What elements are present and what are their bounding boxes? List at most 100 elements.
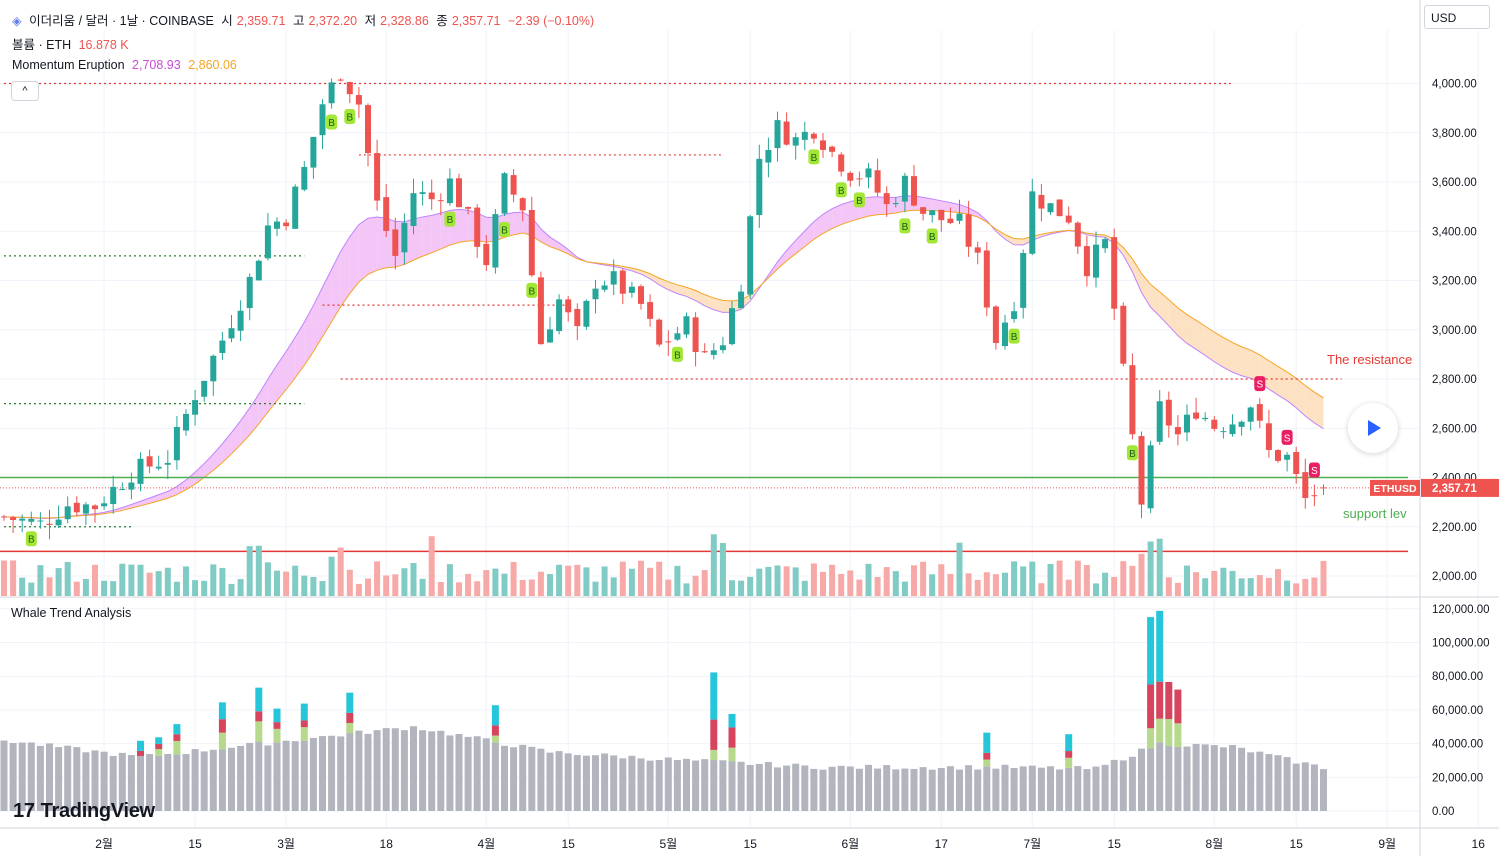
candle-body bbox=[173, 426, 180, 461]
whale-base-bar bbox=[1238, 747, 1246, 811]
candle-body bbox=[64, 506, 71, 520]
whale-green-bar bbox=[218, 732, 226, 750]
whale-base-bar bbox=[992, 768, 1000, 811]
price-tick-label: 2,600.00 bbox=[1432, 423, 1477, 435]
collapse-legend-button[interactable]: ^ bbox=[11, 81, 39, 101]
currency-selector[interactable]: USD bbox=[1424, 5, 1490, 29]
whale-base-bar bbox=[1074, 766, 1082, 811]
cloud-segment bbox=[650, 273, 660, 285]
cloud-segment bbox=[631, 268, 641, 275]
whale-base-bar bbox=[946, 766, 954, 811]
candle-body bbox=[246, 276, 253, 309]
whale-red-bar bbox=[137, 750, 144, 756]
candle-body bbox=[765, 149, 772, 163]
whale-base-bar bbox=[437, 730, 445, 811]
volume-bar bbox=[829, 564, 836, 596]
candle-body bbox=[346, 82, 353, 95]
cloud-segment bbox=[313, 287, 323, 352]
candle-body bbox=[483, 243, 490, 266]
whale-base-bar bbox=[118, 752, 126, 811]
whale-blue-bar bbox=[346, 692, 354, 713]
whale-base-bar bbox=[410, 726, 417, 811]
cloud-segment bbox=[222, 432, 232, 463]
candle-body bbox=[301, 166, 308, 190]
price-tick-label: 2,800.00 bbox=[1432, 374, 1477, 386]
whale-base-bar bbox=[501, 745, 508, 811]
time-tick-label: 4월 bbox=[477, 837, 495, 851]
volume-legend[interactable]: 볼륨 · ETH 16.878 K bbox=[12, 34, 133, 53]
volume-bar bbox=[583, 567, 590, 596]
whale-pane-title[interactable]: Whale Trend Analysis bbox=[11, 606, 132, 620]
volume-bar bbox=[774, 565, 781, 596]
whale-base-bar bbox=[755, 763, 763, 811]
cloud-segment bbox=[422, 215, 432, 257]
whale-base-bar bbox=[1247, 752, 1255, 811]
indicator-legend[interactable]: Momentum Eruption 2,708.93 2,860.06 bbox=[12, 58, 241, 72]
candle-body bbox=[583, 300, 590, 327]
whale-base-bar bbox=[601, 753, 609, 811]
volume-bar bbox=[1202, 578, 1209, 596]
whale-blue-bar bbox=[137, 740, 144, 751]
buy-signal-label: B bbox=[447, 215, 454, 226]
cloud-segment bbox=[841, 201, 851, 225]
candle-body bbox=[537, 277, 544, 345]
volume-bar bbox=[483, 570, 490, 596]
candle-body bbox=[674, 333, 681, 340]
whale-base-bar bbox=[956, 769, 963, 811]
whale-red-bar bbox=[710, 719, 718, 750]
volume-bar bbox=[1302, 578, 1309, 596]
candle-body bbox=[974, 247, 981, 253]
replay-button[interactable] bbox=[1348, 403, 1398, 453]
time-tick-label: 9월 bbox=[1378, 837, 1396, 851]
candle-body bbox=[1265, 423, 1272, 450]
candle-body bbox=[1184, 414, 1190, 433]
whale-base-bar bbox=[373, 730, 381, 811]
candle-body bbox=[1093, 244, 1099, 278]
volume-bar bbox=[1002, 572, 1008, 596]
whale-base-bar bbox=[928, 769, 936, 811]
cloud-segment bbox=[941, 200, 951, 212]
candle-body bbox=[119, 488, 126, 490]
volume-bar bbox=[410, 563, 417, 596]
candle-body bbox=[528, 209, 535, 276]
volume-bar bbox=[346, 569, 353, 596]
close-label: 종 bbox=[436, 14, 448, 28]
volume-bar bbox=[192, 580, 199, 596]
candle-body bbox=[738, 291, 745, 309]
volume-bar bbox=[337, 547, 344, 596]
volume-bar bbox=[92, 564, 98, 596]
buy-signal-label: B bbox=[674, 350, 681, 361]
candle-body bbox=[929, 210, 936, 216]
dotted-levels bbox=[0, 82, 1420, 553]
whale-base-bar bbox=[710, 760, 718, 811]
whale-base-bar bbox=[901, 768, 909, 811]
whale-base-bar bbox=[646, 760, 654, 811]
symbol-title[interactable]: 이더리움 / 달러 · 1날 · COINBASE bbox=[29, 14, 214, 28]
whale-base-bar bbox=[1083, 769, 1091, 811]
volume-bar bbox=[911, 565, 917, 596]
candle-body bbox=[428, 192, 435, 200]
volume-bar bbox=[365, 578, 371, 596]
candle-body bbox=[319, 104, 326, 136]
volume-bar bbox=[810, 563, 817, 596]
whale-base-bar bbox=[246, 742, 254, 811]
cloud-segment bbox=[1278, 366, 1288, 401]
buy-signal-marker bbox=[1008, 328, 1020, 344]
whale-base-bar bbox=[146, 753, 154, 811]
candle-body bbox=[155, 466, 162, 469]
whale-base-bar bbox=[73, 747, 81, 811]
buy-signal-label: B bbox=[1129, 449, 1136, 460]
volume-bar bbox=[1174, 582, 1181, 596]
whale-blue-bar bbox=[255, 687, 263, 712]
candle-body bbox=[647, 302, 654, 319]
support-annotation: support lev bbox=[1343, 506, 1407, 521]
cloud-segment bbox=[1150, 284, 1160, 317]
tradingview-logo[interactable]: 17 TradingView bbox=[13, 800, 155, 823]
whale-base-bar bbox=[182, 754, 190, 811]
volume-bar bbox=[173, 581, 180, 596]
volume-bar bbox=[901, 581, 908, 596]
volume-bar bbox=[619, 561, 626, 596]
volume-bar bbox=[1275, 569, 1281, 596]
